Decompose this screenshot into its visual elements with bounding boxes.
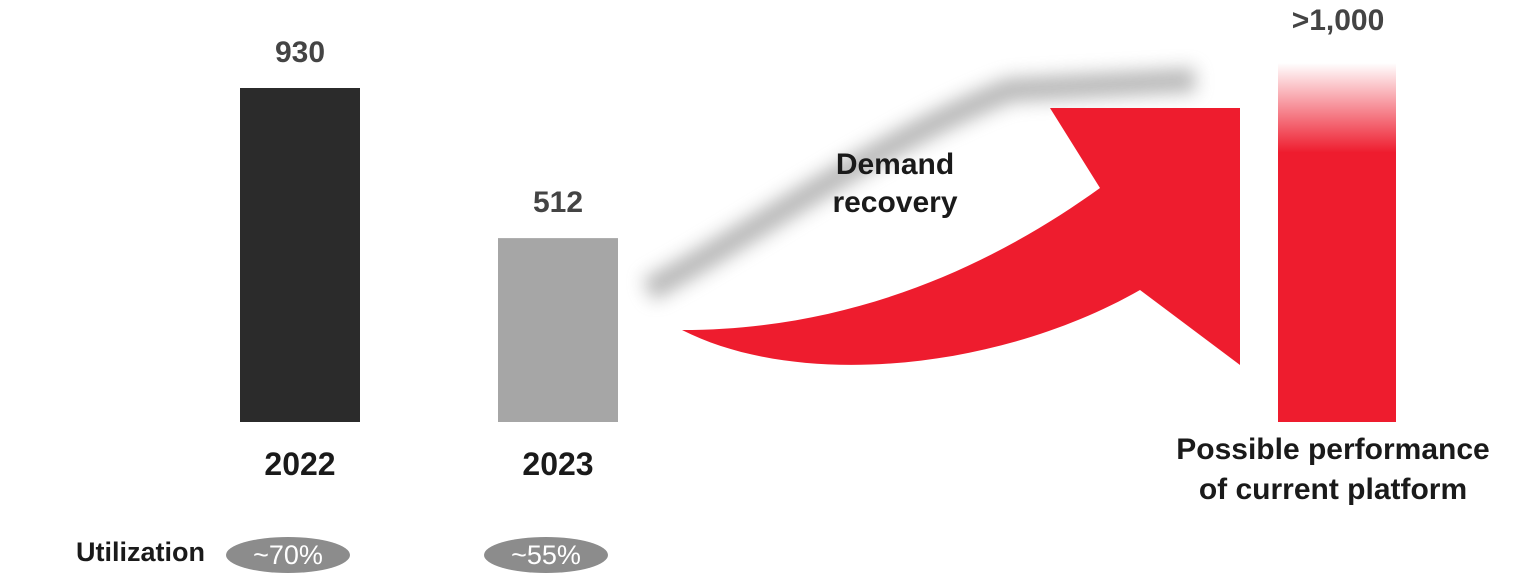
demand-recovery-arrow (682, 108, 1240, 365)
arrow-shadow (642, 68, 1196, 301)
category-label-2022: 2022 (264, 446, 336, 482)
bar-target (1278, 62, 1396, 422)
utilization-badge-2022: ~70% (226, 537, 350, 573)
arrow-label-line1: Demand (835, 148, 955, 181)
target-caption-line2: of current platform (1198, 473, 1468, 506)
bars-group (240, 62, 1396, 422)
utilization-badge-2023: ~55% (484, 537, 608, 573)
arrow-label-line2: recovery (832, 186, 958, 219)
bar-value-label-2022: 930 (274, 36, 326, 69)
utilization-label: Utilization (76, 537, 205, 567)
target-caption: Possible performance of current platform (1130, 430, 1536, 510)
bar-2023 (498, 238, 618, 422)
target-value-label: >1,000 (1291, 4, 1385, 37)
target-caption-line1: Possible performance (1176, 433, 1490, 466)
bar-value-label-2023: 512 (532, 186, 584, 219)
bar-2022 (240, 88, 360, 422)
category-label-2023: 2023 (522, 446, 594, 482)
arrow-label: Demand recovery (790, 146, 1000, 222)
